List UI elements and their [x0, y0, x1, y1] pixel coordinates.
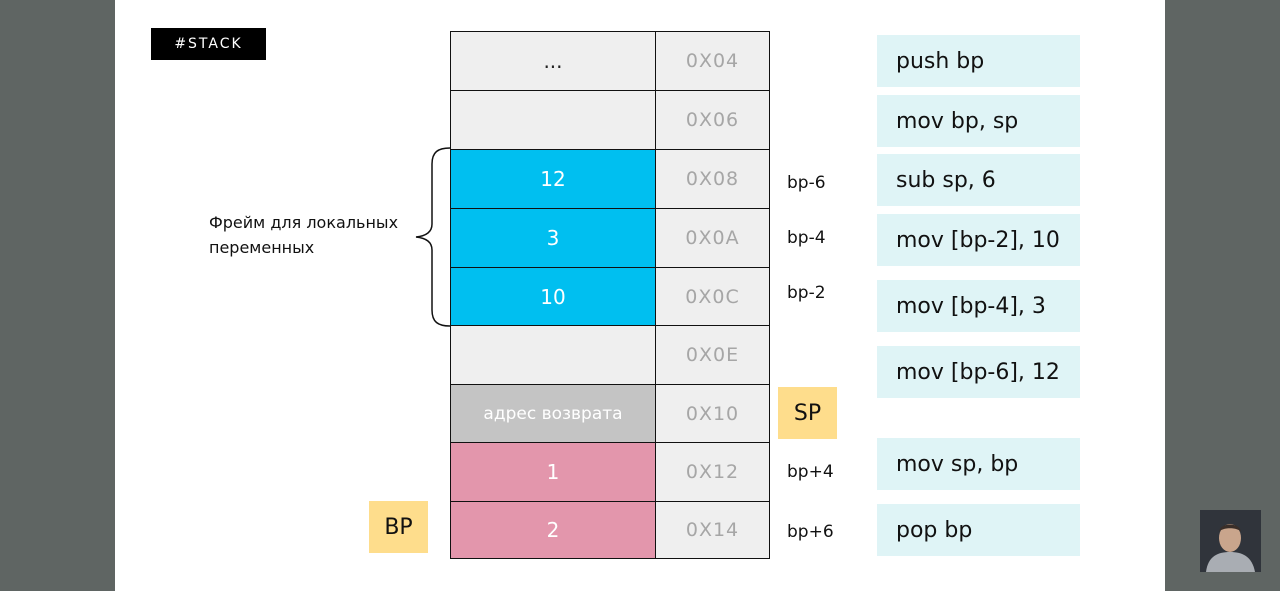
presenter-avatar-icon — [1200, 510, 1261, 572]
stack-cell-2: 12 — [450, 149, 656, 209]
stack-cell-1 — [450, 90, 656, 150]
frame-label: Фрейм для локальных переменных — [209, 213, 399, 257]
instruction-1: mov bp, sp — [877, 95, 1080, 147]
stack-address-1: 0X06 — [655, 90, 770, 150]
stack-cell-0: ... — [450, 31, 656, 91]
stack-address-3: 0X0A — [655, 208, 770, 268]
instruction-6: mov sp, bp — [877, 438, 1080, 490]
stack-cell-4: 10 — [450, 267, 656, 326]
stack-address-6: 0X10 — [655, 384, 770, 443]
stack-cell-6: адрес возврата — [450, 384, 656, 443]
stack-address-4: 0X0C — [655, 267, 770, 326]
instruction-0: push bp — [877, 35, 1080, 87]
sp-register-marker: SP — [778, 387, 837, 439]
frame-brace-icon — [415, 147, 451, 327]
instruction-3: mov [bp-2], 10 — [877, 214, 1080, 266]
instruction-7: pop bp — [877, 504, 1080, 556]
stack-address-8: 0X14 — [655, 501, 770, 559]
instruction-5: mov [bp-6], 12 — [877, 346, 1080, 398]
instruction-2: sub sp, 6 — [877, 154, 1080, 206]
stack-address-7: 0X12 — [655, 442, 770, 502]
offset-label-3: bp-4 — [787, 228, 826, 248]
stack-address-0: 0X04 — [655, 31, 770, 91]
stack-cell-3: 3 — [450, 208, 656, 268]
stack-address-2: 0X08 — [655, 149, 770, 209]
instruction-4: mov [bp-4], 3 — [877, 280, 1080, 332]
bp-register-marker: BP — [369, 501, 428, 553]
stack-tag: #STACK — [151, 28, 266, 60]
offset-label-4: bp-2 — [787, 283, 826, 303]
offset-label-8: bp+6 — [787, 522, 834, 542]
stack-cell-8: 2 — [450, 501, 656, 559]
offset-label-7: bp+4 — [787, 462, 834, 482]
presenter-webcam — [1200, 510, 1261, 572]
offset-label-2: bp-6 — [787, 173, 826, 193]
stack-address-5: 0X0E — [655, 325, 770, 385]
stack-cell-5 — [450, 325, 656, 385]
stack-cell-7: 1 — [450, 442, 656, 502]
